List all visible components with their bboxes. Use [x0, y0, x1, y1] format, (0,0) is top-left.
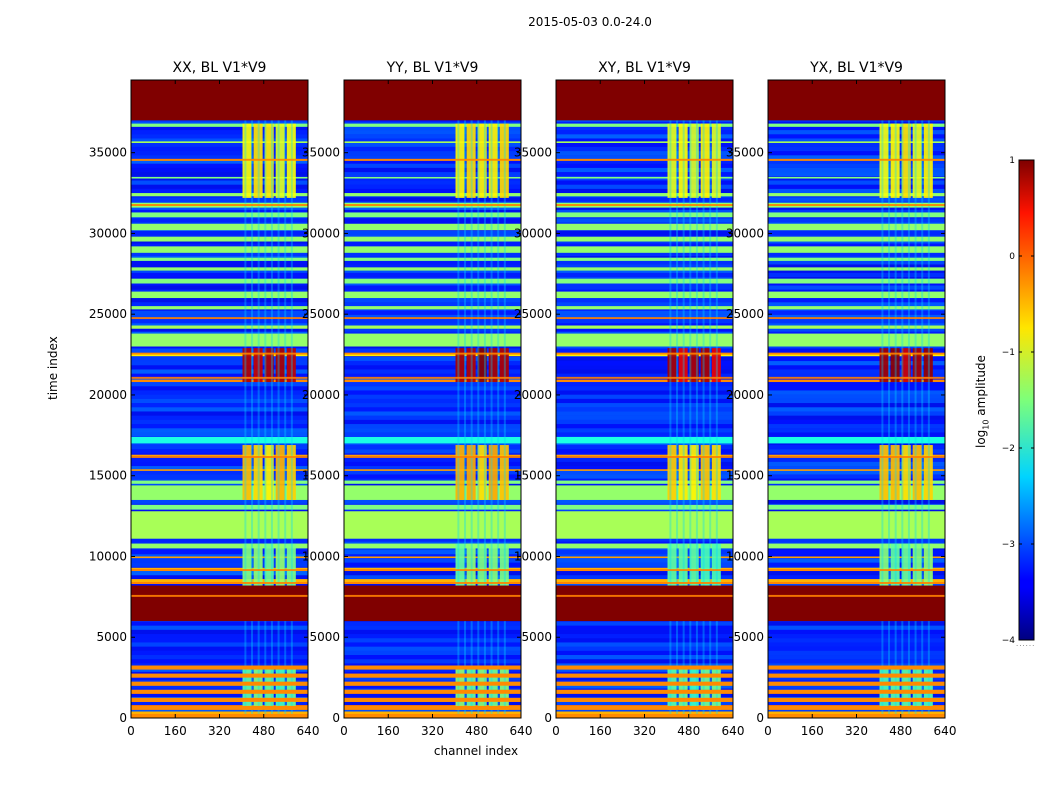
panel-1: 0 160 320 480 640 0 5000 10000 15000 20000 25000 30…: [89, 79, 320, 738]
x-tick-label: 320: [633, 724, 656, 738]
y-tick-label: 5000: [521, 630, 552, 644]
x-tick-label: 640: [510, 724, 533, 738]
x-tick-label: 480: [677, 724, 700, 738]
panel-2: 0 160 320 480 640 0 5000 10000 15000 20000 25000 30…: [302, 79, 533, 738]
y-tick-label: 15000: [514, 469, 552, 483]
y-tick-label: 35000: [89, 146, 127, 160]
x-tick-label: 640: [722, 724, 745, 738]
y-tick-label: 5000: [96, 630, 127, 644]
y-tick-label: 15000: [302, 469, 340, 483]
colorbar-tick-label: −1: [1002, 348, 1015, 358]
heatmap-image: [556, 80, 733, 718]
y-tick-label: 25000: [514, 307, 552, 321]
x-tick-label: 640: [297, 724, 320, 738]
y-tick-label: 0: [756, 711, 764, 725]
y-tick-label: 35000: [514, 146, 552, 160]
y-tick-label: 15000: [726, 469, 764, 483]
colorbar-tick-label: −4: [1002, 636, 1016, 646]
y-tick-label: 5000: [309, 630, 340, 644]
heatmap-image: [131, 80, 308, 718]
colorbar: 1 0 −1 −2 −3 −4: [1002, 156, 1035, 646]
colorbar-tick-label: 1: [1009, 156, 1015, 166]
panel-title: XY, BL V1*V9: [598, 60, 691, 76]
x-tick-label: 160: [801, 724, 824, 738]
colorbar-label: log10 amplitude: [974, 355, 991, 448]
y-tick-label: 25000: [726, 307, 764, 321]
y-tick-label: 10000: [302, 549, 340, 563]
x-tick-label: 160: [377, 724, 400, 738]
panel-title: YX, BL V1*V9: [810, 60, 903, 76]
y-tick-label: 10000: [514, 549, 552, 563]
y-tick-label: 0: [119, 711, 127, 725]
x-tick-label: 160: [589, 724, 612, 738]
x-tick-label: 0: [340, 724, 348, 738]
colorbar-gradient: [1019, 160, 1034, 640]
colorbar-tick-label: −2: [1002, 444, 1015, 454]
y-tick-label: 30000: [302, 226, 340, 240]
y-tick-label: 30000: [726, 226, 764, 240]
heatmap-image: [344, 80, 521, 718]
y-tick-label: 20000: [89, 388, 127, 402]
x-tick-label: 0: [552, 724, 560, 738]
colorbar-frame: [1018, 159, 1035, 641]
x-tick-label: 320: [208, 724, 231, 738]
x-tick-label: 0: [127, 724, 135, 738]
y-tick-label: 15000: [89, 469, 127, 483]
y-tick-label: 0: [544, 711, 552, 725]
y-tick-label: 20000: [514, 388, 552, 402]
x-tick-label: 480: [465, 724, 488, 738]
y-tick-label: 10000: [726, 549, 764, 563]
colorbar-tick-label: −3: [1002, 540, 1015, 550]
y-tick-label: 20000: [302, 388, 340, 402]
heatmap-image: [768, 80, 945, 718]
y-tick-label: 20000: [726, 388, 764, 402]
panel-title: XX, BL V1*V9: [172, 60, 267, 76]
y-tick-label: 10000: [89, 549, 127, 563]
colorbar-tick-label: 0: [1009, 252, 1015, 262]
y-tick-label: 0: [332, 711, 340, 725]
y-tick-label: 25000: [302, 307, 340, 321]
x-tick-label: 320: [421, 724, 444, 738]
x-tick-label: 480: [889, 724, 912, 738]
figure-suptitle: 2015-05-03 0.0-24.0: [528, 15, 652, 29]
panel-3: 0 160 320 480 640 0 5000 10000 15000 20000 25000 30…: [514, 79, 745, 738]
x-axis-label: channel index: [433, 744, 519, 758]
x-tick-label: 160: [164, 724, 187, 738]
x-tick-label: 640: [934, 724, 957, 738]
panel-4: 0 160 320 480 640 0 5000 10000 15000 20000 25000 30…: [726, 79, 957, 738]
y-tick-label: 35000: [302, 146, 340, 160]
y-tick-label: 30000: [89, 226, 127, 240]
y-tick-label: 35000: [726, 146, 764, 160]
x-tick-label: 480: [252, 724, 275, 738]
y-tick-label: 5000: [733, 630, 764, 644]
x-tick-label: 320: [845, 724, 868, 738]
y-axis-label: time index: [46, 336, 60, 400]
colorbar-stub: ......: [1016, 640, 1036, 648]
y-tick-label: 25000: [89, 307, 127, 321]
x-tick-label: 0: [764, 724, 772, 738]
y-tick-label: 30000: [514, 226, 552, 240]
panel-title: YY, BL V1*V9: [386, 60, 479, 76]
